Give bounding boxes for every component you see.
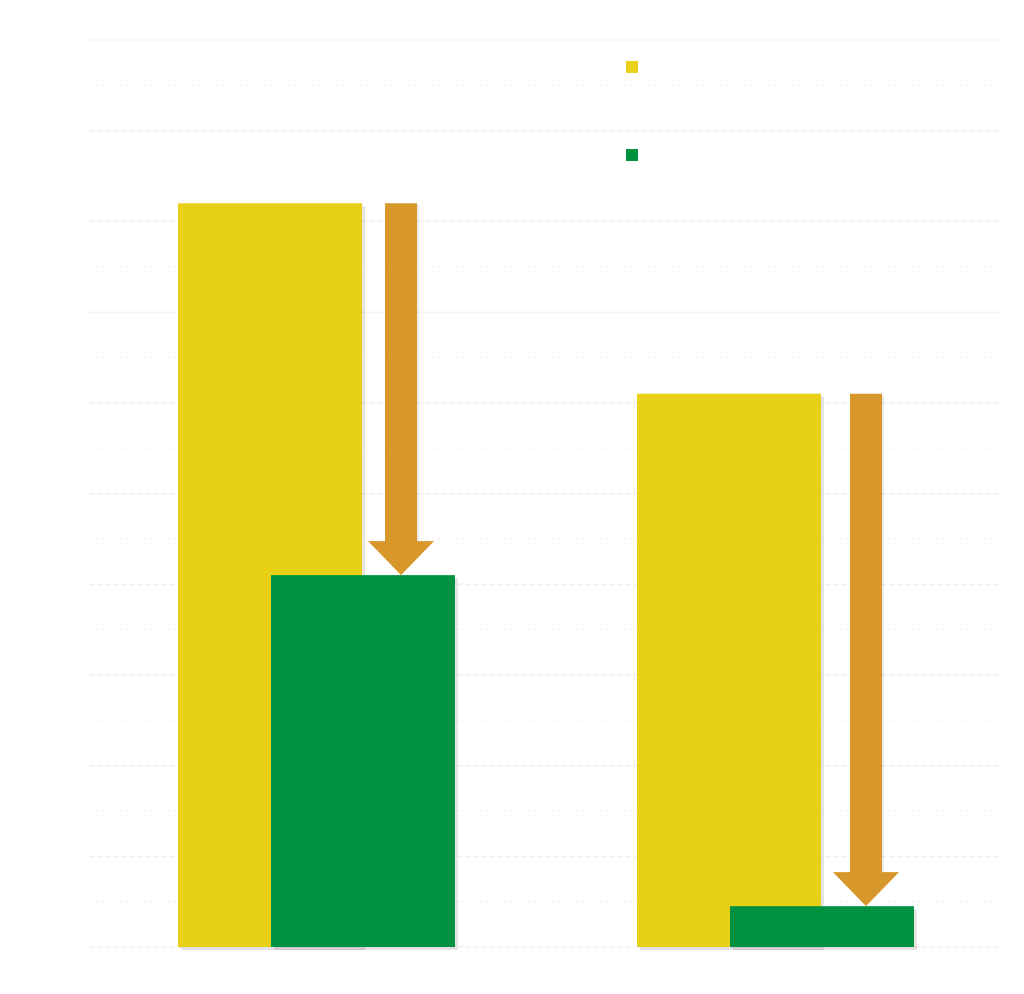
legend-swatch [626, 149, 638, 161]
legend [626, 61, 638, 161]
change-arrows [368, 203, 899, 907]
arrow-head [833, 872, 899, 907]
bars [178, 203, 917, 951]
bar-series-2 [730, 906, 914, 947]
arrow-head [368, 541, 434, 576]
bar-series-1 [637, 393, 821, 948]
arrow-shaft [385, 203, 417, 543]
legend-swatch [626, 61, 638, 73]
bar-series-2 [271, 575, 455, 947]
arrow-shaft [850, 393, 882, 874]
